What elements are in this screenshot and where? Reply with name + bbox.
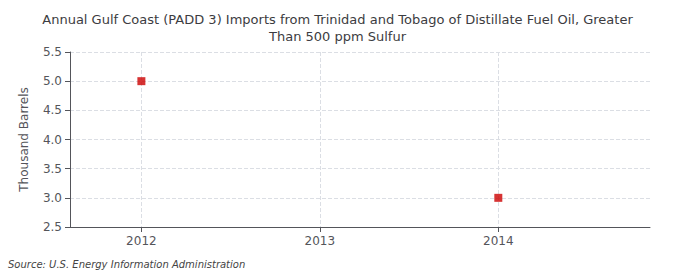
- svg-text:2.5: 2.5: [43, 220, 62, 234]
- svg-text:4.0: 4.0: [43, 133, 62, 147]
- svg-text:2013: 2013: [305, 234, 336, 248]
- svg-text:5.0: 5.0: [43, 74, 62, 88]
- svg-text:2012: 2012: [126, 234, 157, 248]
- svg-text:3.0: 3.0: [43, 191, 62, 205]
- svg-text:2014: 2014: [483, 234, 514, 248]
- svg-text:Thousand Barrels: Thousand Barrels: [17, 87, 31, 192]
- svg-text:5.5: 5.5: [43, 45, 62, 59]
- svg-text:4.5: 4.5: [43, 103, 62, 117]
- svg-text:Annual Gulf Coast (PADD 3) Imp: Annual Gulf Coast (PADD 3) Imports from …: [42, 12, 633, 27]
- svg-text:3.5: 3.5: [43, 162, 62, 176]
- svg-text:Than 500 ppm Sulfur: Than 500 ppm Sulfur: [268, 29, 407, 44]
- svg-text:Source: U.S. Energy Informatio: Source: U.S. Energy Information Administ…: [8, 259, 245, 270]
